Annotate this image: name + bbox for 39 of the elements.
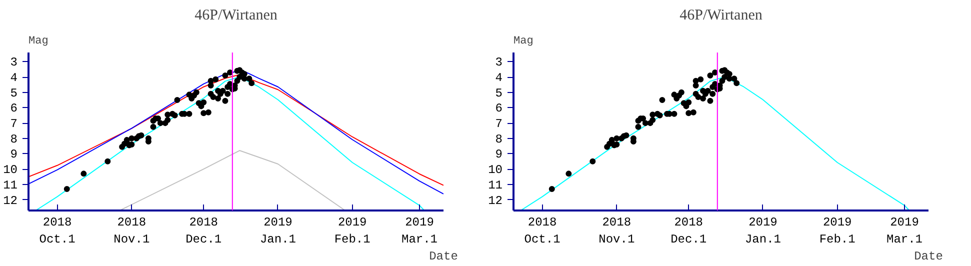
x-tick-label: 2019 Jan.1 <box>744 216 781 246</box>
y-tick-label: 9 <box>495 148 502 162</box>
line-series <box>119 150 346 210</box>
y-tick-label: 9 <box>10 148 18 162</box>
y-tick-label: 5 <box>495 86 502 100</box>
x-tick-label: 2018 Dec.1 <box>670 216 707 246</box>
y-tick-label: 4 <box>10 71 18 86</box>
y-tick-label: 7 <box>10 117 18 132</box>
x-tick-label: 2019 Mar.1 <box>402 216 438 246</box>
y-tick-label: 11 <box>488 178 503 192</box>
y-tick-label: 7 <box>495 117 502 132</box>
y-tick-label: 4 <box>495 71 502 86</box>
chart-title: 46P/Wirtanen <box>680 8 763 24</box>
y-tick-label: 10 <box>488 163 503 178</box>
chart-title: 46P/Wirtanen <box>194 8 278 24</box>
y-tick-label: 8 <box>495 132 502 146</box>
x-tick-label: 2019 Feb.1 <box>819 216 856 246</box>
y-tick-label: 6 <box>10 102 18 116</box>
x-axis-title: Date <box>429 249 458 264</box>
y-tick-label: 5 <box>10 86 18 100</box>
y-tick-label: 3 <box>495 56 502 70</box>
x-tick-label: 2018 Dec.1 <box>186 216 222 246</box>
x-tick-label: 2018 Oct.1 <box>39 216 76 246</box>
x-tick-label: 2018 Nov.1 <box>598 216 635 246</box>
x-tick-label: 2019 Feb.1 <box>334 216 370 246</box>
x-tick-label: 2019 Jan.1 <box>260 216 296 246</box>
x-axis-title: Date <box>914 249 943 264</box>
y-tick-label: 8 <box>10 132 18 146</box>
x-tick-label: 2019 Mar.1 <box>886 216 923 246</box>
y-tick-label: 12 <box>488 194 503 208</box>
y-axis-title: Mag <box>28 36 48 48</box>
y-tick-label: 11 <box>3 178 18 192</box>
y-tick-label: 6 <box>495 102 502 116</box>
x-tick-label: 2018 Nov.1 <box>114 216 150 246</box>
y-tick-label: 12 <box>3 194 18 208</box>
y-tick-label: 10 <box>3 163 18 178</box>
y-tick-label: 3 <box>10 56 18 70</box>
x-tick-label: 2018 Oct.1 <box>524 216 560 246</box>
y-axis-title: Mag <box>514 36 534 48</box>
